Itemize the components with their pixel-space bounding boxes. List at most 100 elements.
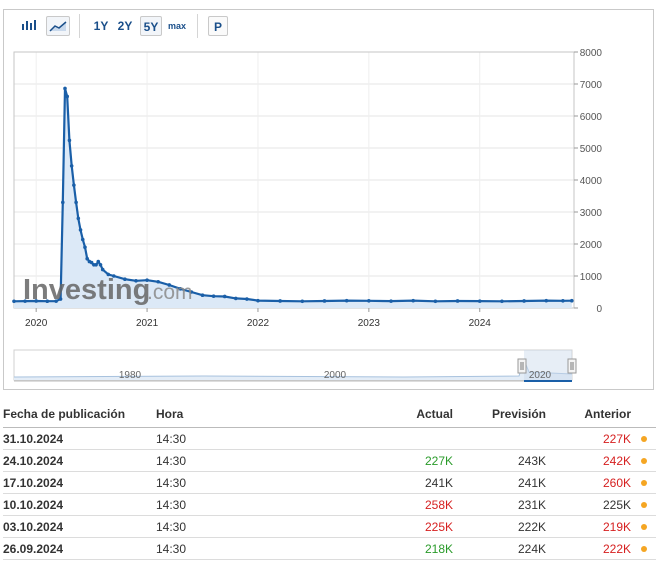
row-date: 03.10.2024 xyxy=(3,520,64,534)
row-previous: 222K xyxy=(602,542,631,556)
data-point[interactable] xyxy=(145,278,149,282)
row-forecast: 241K xyxy=(517,476,546,490)
data-point[interactable] xyxy=(60,200,65,205)
alert-dot-icon[interactable] xyxy=(641,502,647,508)
row-previous: 225K xyxy=(602,498,631,512)
navigator-selection[interactable] xyxy=(524,350,572,380)
table-row: 03.10.2024 14:30 225K 222K 219K xyxy=(3,516,656,538)
data-point[interactable] xyxy=(134,279,138,283)
bar-chart-icon[interactable] xyxy=(17,16,41,36)
data-point[interactable] xyxy=(100,267,105,272)
table-row: 10.10.2024 14:30 258K 231K 225K xyxy=(3,494,656,516)
data-point[interactable] xyxy=(80,237,85,242)
row-date: 31.10.2024 xyxy=(3,432,64,446)
row-time: 14:30 xyxy=(156,432,187,446)
data-point[interactable] xyxy=(123,277,127,282)
data-point[interactable] xyxy=(322,299,327,303)
alert-dot-icon[interactable] xyxy=(641,480,647,486)
header-date[interactable]: Fecha de publicación xyxy=(3,407,126,421)
data-point[interactable] xyxy=(477,299,482,303)
data-point[interactable] xyxy=(455,299,460,303)
data-point[interactable] xyxy=(300,299,305,304)
data-point[interactable] xyxy=(58,297,63,301)
row-forecast: 243K xyxy=(517,454,546,468)
area-chart-icon[interactable] xyxy=(46,16,70,36)
data-point[interactable] xyxy=(106,272,111,277)
row-time: 14:30 xyxy=(156,454,187,468)
data-point[interactable] xyxy=(561,299,565,303)
header-previous[interactable]: Anterior xyxy=(584,407,631,421)
p-button[interactable]: P xyxy=(208,16,228,36)
chart-widget: 1Y 2Y 5Y max P 0 1000 2000 3000 4000 5000 6000… xyxy=(3,9,654,390)
data-point[interactable] xyxy=(544,298,549,303)
data-point[interactable] xyxy=(278,299,282,303)
data-point[interactable] xyxy=(500,299,504,304)
data-point[interactable] xyxy=(34,299,38,303)
alert-dot-icon[interactable] xyxy=(641,458,647,464)
y-axis: 0 1000 2000 3000 4000 5000 6000 7000 8000 xyxy=(574,48,602,315)
navigator-left-handle[interactable] xyxy=(517,358,527,374)
data-point[interactable] xyxy=(89,260,94,265)
data-point[interactable] xyxy=(367,299,371,303)
navigator-line xyxy=(13,358,573,378)
y-tick-label: 2000 xyxy=(580,240,603,251)
data-point[interactable] xyxy=(85,256,89,261)
row-actual: 225K xyxy=(424,520,453,534)
data-point[interactable] xyxy=(65,94,70,99)
data-point[interactable] xyxy=(522,299,526,303)
data-point[interactable] xyxy=(74,200,78,205)
data-point[interactable] xyxy=(54,299,58,303)
data-point[interactable] xyxy=(233,296,238,301)
header-forecast[interactable]: Previsión xyxy=(491,407,546,421)
data-point[interactable] xyxy=(245,297,249,301)
table-row: 17.10.2024 14:30 241K 241K 260K xyxy=(3,472,656,494)
navigator-label: 2020 xyxy=(529,370,552,381)
data-point[interactable] xyxy=(78,228,83,232)
header-actual[interactable]: Actual xyxy=(416,407,453,421)
data-point[interactable] xyxy=(344,298,349,303)
data-point[interactable] xyxy=(96,259,101,264)
data-point[interactable] xyxy=(569,298,574,303)
range-max-button[interactable]: max xyxy=(167,21,186,31)
data-point[interactable] xyxy=(256,298,260,303)
table-row: 31.10.2024 14:30 227K xyxy=(3,428,656,450)
header-time[interactable]: Hora xyxy=(156,407,184,421)
navigator[interactable]: 1980 2000 2020 xyxy=(13,349,577,382)
data-point[interactable] xyxy=(211,294,216,298)
navigator-right-handle[interactable] xyxy=(567,358,577,374)
data-point[interactable] xyxy=(98,263,103,267)
range-2y-button[interactable]: 2Y xyxy=(117,19,133,33)
data-point[interactable] xyxy=(178,287,183,291)
data-point[interactable] xyxy=(83,245,87,249)
toolbar-divider xyxy=(197,14,198,38)
range-5y-button[interactable]: 5Y xyxy=(140,16,162,36)
y-tick-label: 0 xyxy=(596,304,602,315)
data-point[interactable] xyxy=(411,298,416,303)
data-point[interactable] xyxy=(112,274,116,278)
data-point[interactable] xyxy=(433,299,438,304)
data-point[interactable] xyxy=(23,299,27,303)
data-point[interactable] xyxy=(76,216,81,221)
releases-table: Fecha de publicación Hora Actual Previsi… xyxy=(3,400,656,560)
data-point[interactable] xyxy=(167,283,172,287)
alert-dot-icon[interactable] xyxy=(641,546,647,552)
data-point[interactable] xyxy=(389,299,393,303)
data-point[interactable] xyxy=(45,299,50,304)
x-tick-label: 2024 xyxy=(469,318,492,329)
data-point[interactable] xyxy=(12,299,16,304)
data-point[interactable] xyxy=(69,164,74,168)
alert-dot-icon[interactable] xyxy=(641,524,647,530)
data-point[interactable] xyxy=(72,183,76,187)
alert-dot-icon[interactable] xyxy=(641,436,647,442)
data-point[interactable] xyxy=(200,293,205,298)
data-point[interactable] xyxy=(156,279,160,284)
range-1y-button[interactable]: 1Y xyxy=(93,19,109,33)
data-point[interactable] xyxy=(67,138,72,143)
row-date: 26.09.2024 xyxy=(3,542,64,556)
data-point[interactable] xyxy=(189,290,194,294)
table-header: Fecha de publicación Hora Actual Previsi… xyxy=(3,400,656,428)
data-point[interactable] xyxy=(222,294,227,299)
data-point[interactable] xyxy=(94,263,98,267)
data-point[interactable] xyxy=(63,86,67,91)
